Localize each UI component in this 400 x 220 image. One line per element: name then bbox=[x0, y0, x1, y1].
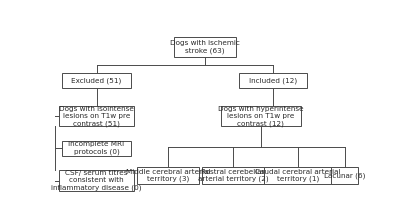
FancyBboxPatch shape bbox=[59, 170, 134, 191]
FancyBboxPatch shape bbox=[62, 73, 131, 88]
Text: Middle cerebral arterial
territory (3): Middle cerebral arterial territory (3) bbox=[126, 169, 210, 182]
FancyBboxPatch shape bbox=[264, 167, 332, 184]
FancyBboxPatch shape bbox=[202, 167, 264, 184]
Text: Included (12): Included (12) bbox=[249, 77, 297, 84]
Text: Dogs with isointense
lesions on T1w pre
contrast (51): Dogs with isointense lesions on T1w pre … bbox=[59, 106, 134, 127]
Text: CSF/ serum titres
consistent with
inflammatory disease (0): CSF/ serum titres consistent with inflam… bbox=[51, 170, 142, 191]
Text: Caudal cerebral arterial
territory (1): Caudal cerebral arterial territory (1) bbox=[255, 169, 341, 182]
Text: Lacunar (6): Lacunar (6) bbox=[324, 172, 365, 179]
Text: Dogs with hyperintense
lesions on T1w pre
contrast (12): Dogs with hyperintense lesions on T1w pr… bbox=[218, 106, 304, 127]
FancyBboxPatch shape bbox=[220, 106, 301, 126]
FancyBboxPatch shape bbox=[330, 167, 358, 184]
Text: Rostral cerebellar
arterial territory (2): Rostral cerebellar arterial territory (2… bbox=[198, 169, 268, 182]
Text: Incomplete MRI
protocols (0): Incomplete MRI protocols (0) bbox=[68, 141, 124, 155]
FancyBboxPatch shape bbox=[59, 106, 134, 126]
FancyBboxPatch shape bbox=[62, 141, 131, 156]
FancyBboxPatch shape bbox=[239, 73, 307, 88]
Text: Excluded (51): Excluded (51) bbox=[71, 77, 122, 84]
FancyBboxPatch shape bbox=[137, 167, 199, 184]
Text: Dogs with ischemic
stroke (63): Dogs with ischemic stroke (63) bbox=[170, 40, 240, 54]
FancyBboxPatch shape bbox=[174, 37, 236, 57]
